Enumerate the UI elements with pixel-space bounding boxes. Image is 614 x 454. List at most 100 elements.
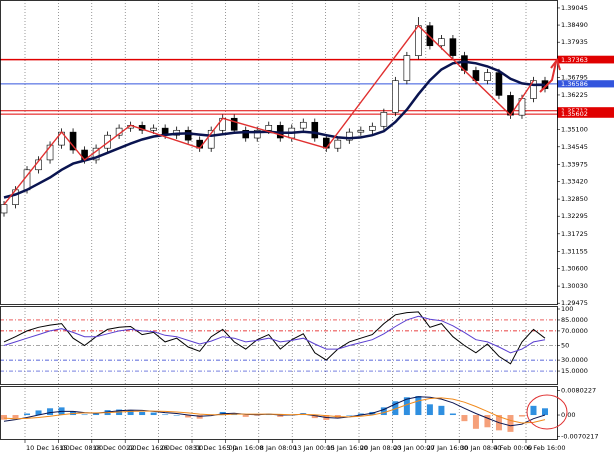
histogram-bar: [150, 412, 157, 416]
y-tick-label: 50: [561, 342, 569, 350]
x-tick-label: 15 Jan 16:00: [327, 444, 368, 452]
histogram-bar: [127, 410, 134, 416]
candle-body: [104, 134, 111, 149]
x-tick-label: 10 Dec 16:00: [26, 444, 70, 452]
x-tick-label: 26 Dec 08:00: [160, 444, 204, 452]
candle-body: [438, 38, 445, 47]
histogram-bar: [438, 405, 445, 416]
histogram-bar: [461, 415, 468, 422]
candle-body: [484, 72, 491, 81]
y-tick-label: 1.31155: [561, 247, 588, 255]
histogram-bar: [346, 415, 353, 416]
x-tick-label: 22 Dec 16:00: [126, 444, 170, 452]
candle-body: [334, 139, 342, 149]
candle-body: [449, 38, 457, 56]
candle-body: [207, 129, 215, 149]
indicator-line: [3, 315, 546, 354]
indicator-line: [3, 397, 546, 424]
histogram-bar: [380, 407, 387, 416]
histogram-bar: [242, 415, 249, 417]
histogram-bar: [173, 415, 180, 416]
candle-body: [426, 25, 434, 47]
x-tick-label: 15 Dec 08:00: [59, 444, 103, 452]
annotation-arrows: [539, 57, 561, 93]
price-level-tag: [557, 56, 614, 64]
price-level-label: 1.35602: [561, 110, 588, 118]
x-tick-label: 18 Dec 00:00: [93, 444, 137, 452]
price-level-tag: [557, 110, 614, 118]
histogram-bar: [12, 415, 19, 419]
histogram-bar: [507, 415, 514, 432]
y-tick-label: 1.38490: [561, 21, 588, 29]
histogram-bar: [530, 405, 537, 416]
histogram-bar: [254, 415, 261, 416]
x-tick-label: 23 Jan 00:00: [393, 444, 434, 452]
histogram-bar: [185, 415, 192, 418]
y-tick-label: -0.0070217: [561, 433, 599, 441]
y-tick-label: 1.30600: [561, 265, 588, 273]
price-level-label: 1.37363: [561, 56, 588, 64]
indicator-line: [3, 60, 545, 199]
y-tick-label: 85.0000: [561, 316, 588, 324]
x-tick-label: 6 Feb 16:00: [527, 444, 566, 452]
price-level-label: 1.36586: [561, 80, 588, 88]
histogram-bar: [449, 413, 456, 416]
histogram-bar: [93, 412, 100, 416]
y-tick-label: 1.33975: [561, 160, 588, 168]
y-tick-label: 0.00: [561, 411, 575, 419]
histogram-bar: [139, 411, 146, 416]
y-tick-label: 100: [561, 305, 573, 313]
candle-body: [380, 112, 388, 127]
candle-body: [357, 129, 365, 133]
y-tick-label: 1.31725: [561, 230, 588, 238]
histogram-bar: [415, 396, 422, 416]
price-level-tag: [557, 80, 614, 88]
histogram-bar: [24, 413, 31, 416]
y-tick-label: 1.34545: [561, 143, 588, 151]
x-tick-label: 4 Feb 00:00: [494, 444, 533, 452]
candle-body: [495, 72, 503, 96]
x-tick-label: 30 Jan 08:00: [460, 444, 501, 452]
histogram-bar: [81, 414, 88, 416]
candle-body: [184, 129, 192, 141]
candle-body: [322, 137, 330, 149]
candle-body: [311, 121, 319, 139]
y-tick-label: 0.0080227: [561, 386, 596, 394]
y-tick-label: 70.0000: [561, 327, 588, 335]
histogram-bar: [47, 408, 54, 416]
candle-body: [150, 127, 157, 131]
histogram-bar: [196, 415, 203, 419]
candle-body: [369, 125, 376, 131]
zigzag: [3, 24, 535, 206]
candle-body: [346, 131, 353, 141]
candle-body: [299, 121, 307, 129]
histogram-bar: [518, 415, 525, 417]
candle-body: [253, 129, 261, 139]
candle-body: [265, 125, 273, 131]
x-tick-label: 31 Dec 16:00: [193, 444, 237, 452]
y-tick-label: 1.35100: [561, 126, 588, 134]
candle-body: [415, 25, 422, 56]
x-tick-label: 5 Jan 16:00: [226, 444, 263, 452]
candle-body: [46, 144, 54, 161]
y-tick-label: 1.32850: [561, 195, 588, 203]
x-tick-label: 13 Jan 00:00: [293, 444, 334, 452]
histogram-bar: [472, 415, 479, 429]
y-tick-label: 1.33420: [561, 178, 588, 186]
candle-body: [392, 80, 399, 113]
candle-body: [242, 129, 250, 139]
y-tick-label: 1.36795: [561, 73, 588, 81]
panel-borders: [0, 0, 558, 440]
histogram-bar: [311, 415, 318, 419]
histogram-bar: [484, 415, 491, 428]
x-tick-label: 8 Jan 08:00: [260, 444, 297, 452]
y-tick-label: 1.30030: [561, 282, 588, 290]
candle-body: [69, 131, 77, 151]
y-tick-label: 1.32295: [561, 212, 588, 220]
y-tick-label: 1.36225: [561, 91, 588, 99]
candle-body: [0, 204, 8, 214]
y-tick-label: 15.0000: [561, 367, 588, 375]
histogram-bar: [426, 404, 433, 416]
histogram-bar: [542, 408, 548, 416]
